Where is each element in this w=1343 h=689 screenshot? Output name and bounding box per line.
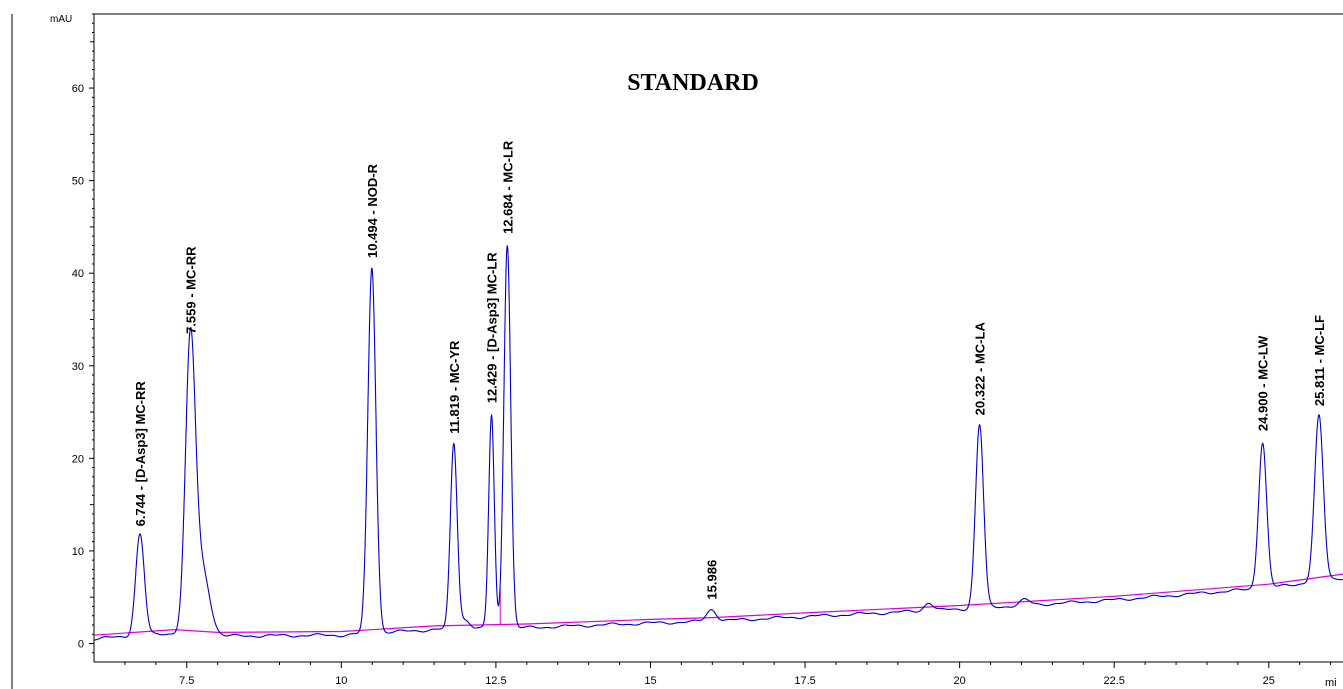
integration-baseline (93, 573, 1343, 636)
y-tick-label: 20 (72, 453, 84, 465)
x-tick-label: 22.5 (1104, 675, 1125, 687)
y-axis-unit: mAU (50, 14, 72, 25)
y-tick-label: 50 (72, 176, 84, 188)
x-tick-label: 10 (335, 675, 347, 687)
x-tick-label: 12.5 (485, 675, 506, 687)
peak-label: 20.322 - MC-LA (973, 322, 988, 416)
peak-label: 12.429 - [D-Asp3] MC-LR (484, 252, 499, 404)
baseline-layer (93, 573, 1343, 636)
y-tick-label: 10 (72, 546, 84, 558)
peak-label: 6.744 - [D-Asp3] MC-RR (133, 381, 148, 527)
x-tick-label: 25 (1263, 675, 1275, 687)
x-axis-unit: mi (1325, 677, 1337, 689)
y-tick-label: 60 (72, 83, 84, 95)
peak-label: 25.811 - MC-LF (1312, 315, 1327, 406)
y-tick-label: 40 (72, 268, 84, 280)
x-tick-label: 20 (954, 675, 966, 687)
peak-label: 15.986 (705, 560, 720, 600)
peak-label: 7.559 - MC-RR (183, 246, 198, 334)
y-tick-label: 0 (78, 638, 84, 650)
peak-label: 24.900 - MC-LW (1256, 335, 1271, 431)
x-tick-label: 7.5 (179, 675, 194, 687)
axis-ticks: 0 10 20 30 40 50 60 7.5 10 12.5 15 17.5 20 22.5 25 (72, 13, 1332, 687)
peak-labels: 6.744 - [D-Asp3] MC-RR 7.559 - MC-RR 10.49… (133, 140, 1327, 599)
y-tick-label: 30 (72, 361, 84, 373)
peak-label: 12.684 - MC-LR (500, 140, 515, 234)
chart-title: STANDARD (627, 70, 759, 96)
x-tick-label: 17.5 (794, 675, 815, 687)
signal-layer (94, 245, 1343, 641)
peak-label: 10.494 - NOD-R (365, 163, 380, 258)
axes (11, 13, 1343, 689)
x-tick-label: 15 (644, 675, 656, 687)
peak-label: 11.819 - MC-YR (447, 340, 462, 434)
signal-trace (94, 245, 1343, 641)
